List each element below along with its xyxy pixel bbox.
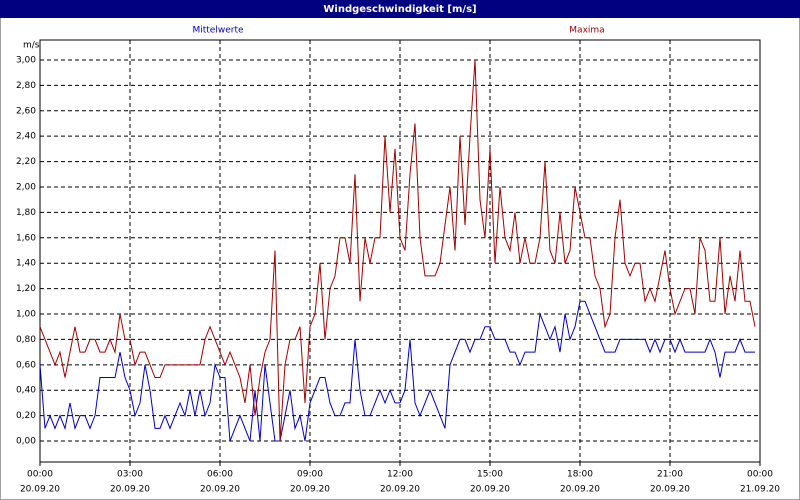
x-tick-date: 21.09.20 <box>740 485 780 495</box>
legend-entry: Mittelwerte <box>192 26 243 36</box>
y-tick-label: 0,40 <box>16 386 36 396</box>
x-tick-date: 20.09.20 <box>110 485 150 495</box>
x-tick-label: 00:00 <box>27 470 53 480</box>
y-tick-label: 2,60 <box>16 106 36 116</box>
x-tick-label: 18:00 <box>567 470 593 480</box>
chart-title: Windgeschwindigkeit [m/s] <box>323 4 476 15</box>
y-tick-label: 2,00 <box>16 182 36 192</box>
series-line <box>39 59 756 442</box>
y-tick-label: 2,40 <box>16 132 36 142</box>
x-tick-date: 20.09.20 <box>20 485 60 495</box>
y-axis-label: m/s <box>23 41 40 51</box>
x-tick-label: 00:00 <box>747 470 773 480</box>
y-tick-label: 0,60 <box>16 360 36 370</box>
series-line <box>39 300 755 442</box>
x-tick-date: 20.09.20 <box>290 485 330 495</box>
y-tick-label: 3,00 <box>16 55 36 65</box>
x-tick-label: 12:00 <box>387 470 413 480</box>
title-bar <box>0 0 800 18</box>
y-tick-label: 0,20 <box>16 411 36 421</box>
y-tick-label: 2,20 <box>16 157 36 167</box>
y-tick-label: 0,80 <box>16 335 36 345</box>
x-tick-label: 06:00 <box>207 470 233 480</box>
y-tick-label: 0,00 <box>16 437 36 447</box>
y-tick-label: 1,60 <box>16 233 36 243</box>
y-tick-label: 1,00 <box>16 310 36 320</box>
x-tick-label: 21:00 <box>657 470 683 480</box>
x-tick-date: 20.09.20 <box>560 485 600 495</box>
y-tick-label: 1,20 <box>16 284 36 294</box>
y-tick-label: 1,80 <box>16 208 36 218</box>
x-tick-date: 20.09.20 <box>380 485 420 495</box>
x-tick-label: 15:00 <box>477 470 503 480</box>
x-tick-date: 20.09.20 <box>200 485 240 495</box>
x-tick-label: 09:00 <box>297 470 323 480</box>
legend-entry: Maxima <box>569 26 604 36</box>
x-tick-label: 03:00 <box>117 470 143 480</box>
y-tick-label: 2,80 <box>16 81 36 91</box>
x-tick-date: 20.09.20 <box>470 485 510 495</box>
y-tick-label: 1,40 <box>16 259 36 269</box>
x-tick-date: 20.09.20 <box>650 485 690 495</box>
